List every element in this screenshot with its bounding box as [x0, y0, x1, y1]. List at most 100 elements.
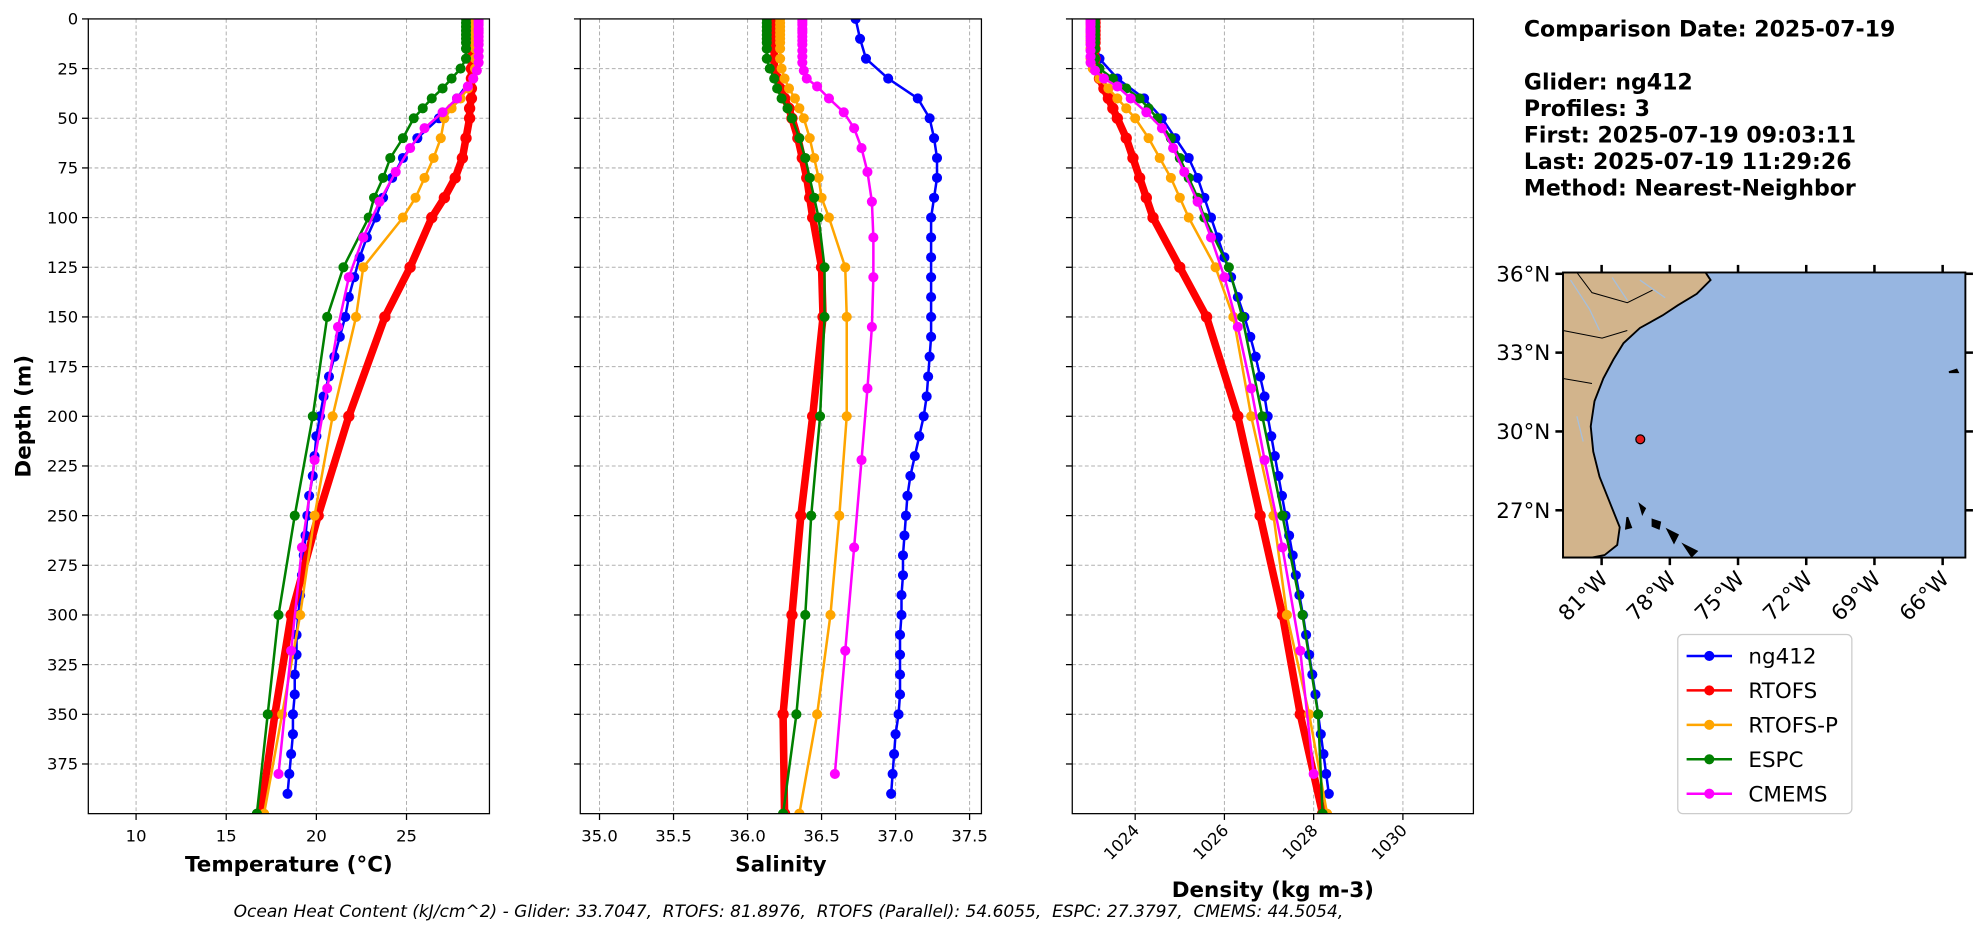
data-point — [1165, 172, 1176, 183]
y-tick-label: 75 — [57, 159, 78, 178]
data-point — [909, 450, 920, 462]
data-point — [273, 768, 284, 779]
x-tick-label: 35.0 — [581, 826, 617, 845]
glider-location — [1635, 434, 1646, 445]
data-point — [856, 454, 867, 466]
data-point — [1174, 261, 1186, 273]
data-point — [921, 391, 932, 402]
data-point — [777, 708, 789, 720]
data-point — [1269, 450, 1280, 462]
data-point — [437, 83, 448, 94]
y-tick-label: 27°N — [1496, 499, 1550, 524]
legend-label: ng412 — [1748, 645, 1816, 670]
y-tick-label: 350 — [47, 705, 78, 724]
data-point — [1133, 172, 1146, 184]
data-point — [794, 103, 805, 114]
x-tick-label: 1028 — [1279, 821, 1322, 864]
data-point — [309, 510, 320, 521]
x-tick-label: 35.5 — [655, 826, 691, 845]
data-point — [775, 43, 786, 54]
data-point — [896, 590, 907, 601]
data-point — [322, 383, 333, 394]
data-point — [866, 196, 877, 207]
data-point — [886, 788, 897, 799]
data-point — [849, 123, 860, 134]
data-point — [435, 133, 446, 144]
data-point — [463, 112, 476, 124]
legend-marker — [1704, 685, 1715, 696]
x-tick-label: 20 — [306, 826, 327, 845]
plot-area — [580, 18, 982, 814]
data-point — [1246, 411, 1257, 422]
x-tick-label: 37.5 — [951, 826, 987, 845]
data-point — [776, 63, 787, 74]
data-point — [889, 749, 900, 760]
data-point — [924, 351, 935, 362]
y-tick-label: 33°N — [1496, 341, 1550, 366]
data-point — [327, 411, 338, 422]
data-point — [894, 629, 906, 640]
data-point — [779, 73, 790, 84]
y-tick-label: 250 — [47, 506, 78, 525]
data-point — [1313, 709, 1324, 720]
data-point — [1294, 708, 1306, 720]
data-point — [794, 808, 805, 814]
data-point — [1085, 57, 1096, 68]
data-point — [284, 768, 295, 779]
data-point — [289, 669, 300, 680]
data-point — [428, 152, 439, 164]
data-point — [1121, 103, 1132, 114]
data-point — [868, 272, 879, 283]
x-tick-label: 1030 — [1368, 821, 1411, 864]
data-point — [1277, 510, 1288, 521]
data-point — [343, 410, 355, 422]
data-point — [804, 133, 815, 144]
x-tick-label: 15 — [216, 826, 237, 845]
data-point — [841, 311, 852, 322]
y-tick-label: 375 — [47, 755, 78, 774]
data-point — [815, 411, 826, 422]
legend-label: ESPC — [1748, 748, 1803, 773]
data-point — [437, 107, 448, 118]
info-line: Profiles: 3 — [1524, 97, 1650, 122]
data-point — [1141, 107, 1152, 118]
info-heading: Comparison Date: 2025-07-19 — [1524, 18, 1895, 43]
legend-marker — [1704, 754, 1715, 765]
data-point — [1112, 81, 1123, 92]
data-point — [926, 292, 937, 303]
data-point — [378, 172, 389, 183]
data-point — [860, 53, 872, 64]
data-point — [1281, 609, 1292, 621]
data-point — [419, 172, 430, 183]
data-point — [809, 152, 820, 164]
map-frame — [1562, 271, 1967, 559]
axes-frame — [579, 18, 983, 815]
legend-frame — [1677, 633, 1853, 815]
data-point — [451, 93, 463, 104]
y-tick-label: 225 — [47, 457, 78, 476]
info-line: Last: 2025-07-19 11:29:26 — [1524, 150, 1852, 175]
data-point — [286, 749, 297, 760]
data-point — [798, 65, 809, 76]
data-point — [374, 196, 385, 207]
x-tick-label: 37.0 — [877, 826, 913, 845]
data-point — [446, 73, 457, 84]
data-point — [918, 411, 929, 422]
data-point — [289, 689, 300, 700]
data-point — [905, 470, 916, 481]
data-point — [894, 649, 906, 660]
data-point — [926, 252, 937, 263]
data-point — [801, 73, 812, 84]
data-point — [465, 92, 478, 105]
legend-label: RTOFS — [1748, 679, 1817, 704]
data-point — [804, 172, 815, 183]
data-point — [1098, 73, 1109, 84]
data-point — [449, 172, 461, 184]
data-point — [931, 172, 943, 183]
data-point — [890, 729, 901, 740]
data-point — [1266, 431, 1277, 442]
x-tick-label: 1024 — [1100, 821, 1143, 864]
data-point — [350, 311, 362, 322]
